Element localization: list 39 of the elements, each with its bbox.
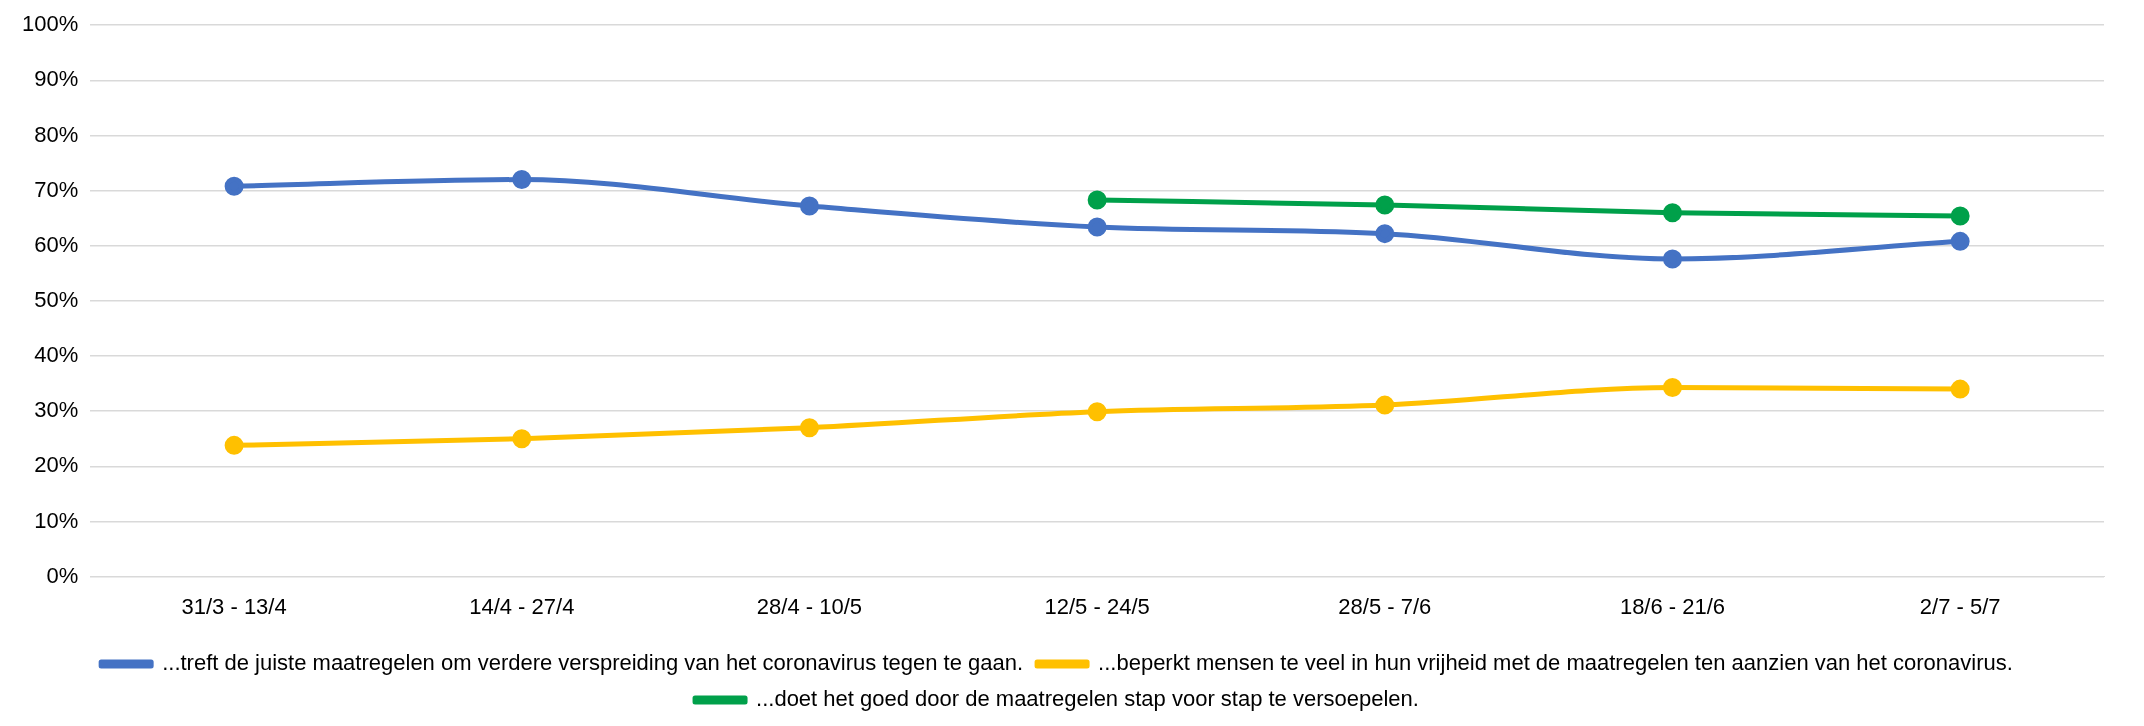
y-tick-label: 30% xyxy=(34,397,79,423)
point xyxy=(799,196,819,216)
x-tick-label: 2/7 - 5/7 xyxy=(1919,593,2001,619)
y-tick-label: 20% xyxy=(34,452,79,478)
y-tick-label: 40% xyxy=(34,342,79,368)
point xyxy=(1662,377,1682,397)
x-tick-label: 28/5 - 7/6 xyxy=(1338,593,1432,619)
y-tick-label: 50% xyxy=(34,286,79,312)
point xyxy=(512,170,532,190)
point xyxy=(1662,249,1682,269)
point xyxy=(224,435,244,455)
x-tick-label: 28/4 - 10/5 xyxy=(756,593,863,619)
legend-label: ...doet het goed door de maatregelen stap voor stap te versoepelen. xyxy=(756,686,1419,712)
point xyxy=(1950,379,1970,399)
point xyxy=(224,176,244,196)
point xyxy=(1375,195,1395,215)
y-tick-label: 90% xyxy=(34,66,79,92)
point xyxy=(1375,224,1395,244)
y-tick-label: 60% xyxy=(34,231,79,257)
legend-label: ...beperkt mensen te veel in hun vrijheid met de maatregelen ten aanzien van het coronavirus. xyxy=(1098,650,2013,676)
point xyxy=(1087,402,1107,422)
y-tick-label: 80% xyxy=(34,121,79,147)
y-tick-label: 70% xyxy=(34,176,79,202)
point xyxy=(799,418,819,438)
x-tick-label: 14/4 - 27/4 xyxy=(469,593,575,619)
y-tick-label: 10% xyxy=(34,507,79,533)
y-tick-label: 100% xyxy=(21,11,79,37)
point xyxy=(1375,395,1395,415)
point xyxy=(1662,203,1682,223)
x-tick-label: 18/6 - 21/6 xyxy=(1619,593,1726,619)
point xyxy=(1950,231,1970,251)
point xyxy=(1087,217,1107,237)
x-tick-label: 31/3 - 13/4 xyxy=(181,593,287,619)
x-tick-label: 12/5 - 24/5 xyxy=(1044,593,1150,619)
point xyxy=(1950,206,1970,226)
point xyxy=(512,429,532,449)
y-tick-label: 0% xyxy=(46,562,79,588)
point xyxy=(1087,190,1107,210)
legend-label: ...treft de juiste maatregelen om verdere verspreiding van het coronavirus tegen te gaan. xyxy=(162,650,1024,676)
